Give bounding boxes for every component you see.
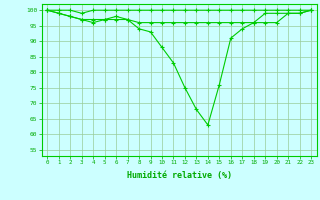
X-axis label: Humidité relative (%): Humidité relative (%) [127,171,232,180]
